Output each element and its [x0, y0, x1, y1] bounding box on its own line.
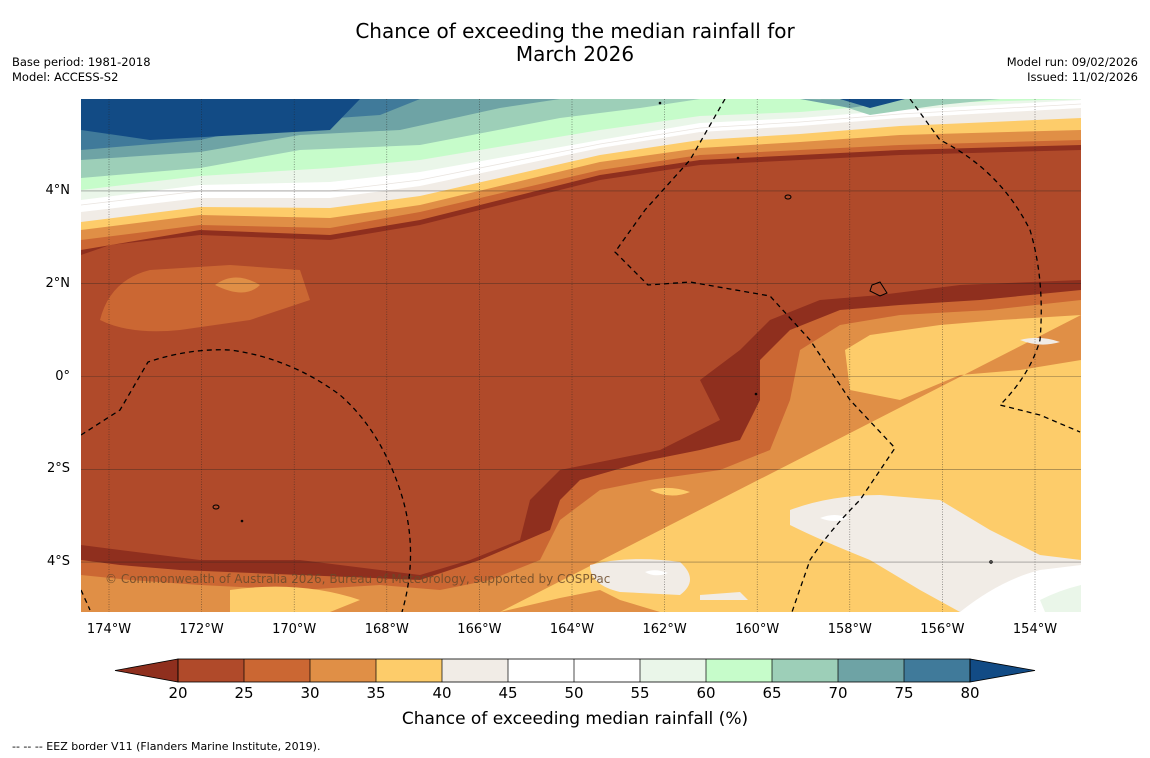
colorbar-tick-label: 50 — [564, 684, 584, 702]
colorbar-segment — [838, 659, 904, 682]
colorbar-tick-label: 30 — [300, 684, 320, 702]
graticule — [81, 99, 1081, 612]
colorbar-frame — [177, 658, 971, 683]
field-band-25 — [81, 99, 1081, 575]
colorbar-segment — [640, 659, 706, 682]
colorbar-segment — [442, 659, 508, 682]
longitude-label: 160°W — [735, 622, 780, 637]
colorbar-tick-label: 60 — [696, 684, 716, 702]
eez-border-west-edge — [81, 589, 91, 611]
colorbar-segment — [706, 659, 772, 682]
eez-border-east — [909, 99, 1081, 433]
latitude-label: 2°N — [45, 275, 71, 291]
colorbar-segment — [574, 659, 640, 682]
eez-border-west — [81, 349, 412, 612]
eez-legend-footer: -- -- -- EEZ border V11 (Flanders Marine… — [12, 740, 321, 753]
islands — [212, 101, 993, 564]
map-field — [81, 99, 1081, 612]
colorbar-extend-low — [114, 658, 179, 683]
eez-border-central — [614, 99, 896, 612]
colorbar-segment — [376, 659, 442, 682]
colorbar-segment — [178, 659, 244, 682]
colorbar-tick-label: 75 — [894, 684, 914, 702]
colorbar-title: Chance of exceeding median rainfall (%) — [401, 709, 749, 729]
longitude-label: 168°W — [364, 622, 409, 637]
map-title: Chance of exceeding the median rainfall … — [0, 20, 1150, 66]
longitude-label: 164°W — [549, 622, 595, 637]
colorbar-tick-label: 40 — [432, 684, 452, 702]
colorbar-extend-high — [969, 658, 1036, 683]
latitude-label: 4°S — [46, 554, 70, 570]
colorbar-tick-label: 45 — [498, 684, 518, 702]
latitude-label: 2°S — [46, 461, 70, 477]
colorbar-tick-label: 70 — [828, 684, 848, 702]
model-name: Model: ACCESS-S2 — [12, 70, 119, 84]
latitude-label: 4°N — [45, 182, 71, 198]
longitude-label: 174°W — [86, 622, 132, 637]
longitude-label: 154°W — [1012, 622, 1058, 637]
longitude-label: 156°W — [920, 622, 965, 637]
base-period: Base period: 1981-2018 — [12, 55, 151, 69]
longitude-label: 172°W — [179, 622, 224, 637]
colorbar-tick-label: 25 — [234, 684, 254, 702]
colorbar-tick-label: 35 — [366, 684, 386, 702]
field-band-40 — [81, 99, 1081, 612]
colorbar-tick-label: 20 — [168, 684, 188, 702]
colorbar-tick-label: 80 — [960, 684, 980, 702]
colorbar-tick-label: 65 — [762, 684, 782, 702]
longitude-label: 158°W — [827, 622, 872, 637]
longitude-label: 170°W — [272, 622, 317, 637]
copyright-notice: © Commonwealth of Australia 2026, Bureau… — [105, 572, 611, 586]
colorbar — [114, 658, 1036, 683]
colorbar-segment — [244, 659, 310, 682]
latitude-label: 0° — [55, 368, 70, 384]
longitude-label: 162°W — [642, 622, 687, 637]
field-band-85 — [81, 99, 905, 140]
colorbar-segment — [904, 659, 970, 682]
longitude-label: 166°W — [457, 622, 502, 637]
meta-left: Base period: 1981-2018 Model: ACCESS-S2 — [12, 55, 151, 85]
title-line-2: March 2026 — [515, 42, 635, 66]
colorbar-segment — [310, 659, 376, 682]
colorbar-segment — [508, 659, 574, 682]
issued-date: Issued: 11/02/2026 — [1027, 70, 1138, 84]
meta-right: Model run: 09/02/2026 Issued: 11/02/2026 — [1007, 55, 1138, 85]
title-line-1: Chance of exceeding the median rainfall … — [355, 19, 795, 43]
model-run: Model run: 09/02/2026 — [1006, 55, 1138, 69]
colorbar-segment — [772, 659, 838, 682]
colorbar-tick-label: 55 — [630, 684, 650, 702]
